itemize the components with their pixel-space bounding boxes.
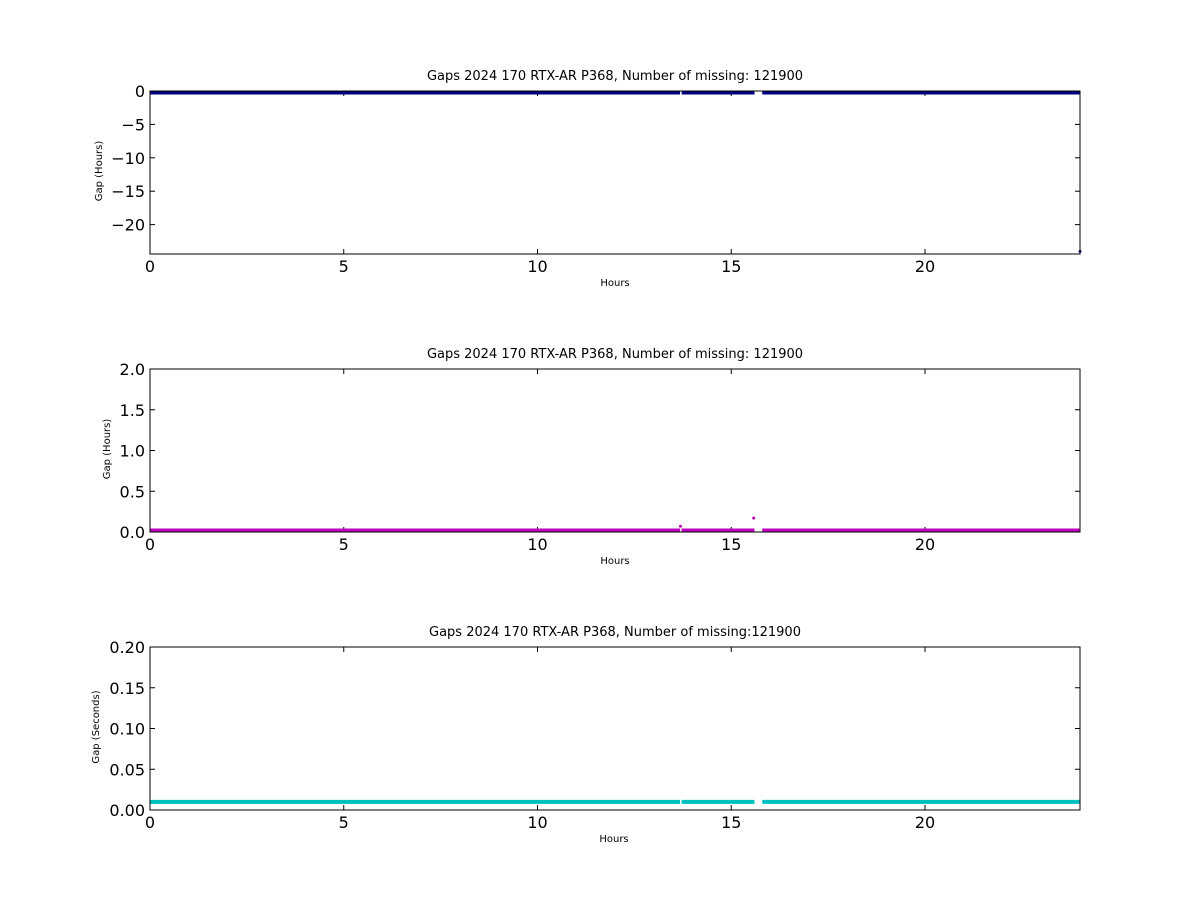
y-axis-label: Gap (Hours) <box>94 141 105 202</box>
x-tick-label: 0 <box>145 535 155 554</box>
y-tick-label: 0.5 <box>120 482 145 501</box>
x-tick-label: 20 <box>915 535 935 554</box>
plot-frame <box>149 646 1081 811</box>
gaps-hours-zoom-panel: Gaps 2024 170 RTX-AR P368, Number of mis… <box>102 347 1081 567</box>
x-tick-label: 15 <box>721 813 741 832</box>
y-tick-label: 0.0 <box>120 523 145 542</box>
chart-title: Gaps 2024 170 RTX-AR P368, Number of mis… <box>427 347 803 362</box>
data-marks <box>150 90 1082 253</box>
chart-title: Gaps 2024 170 RTX-AR P368, Number of mis… <box>427 69 803 84</box>
x-tick-label: 0 <box>145 813 155 832</box>
x-tick-label: 5 <box>339 257 349 276</box>
gaps-seconds-panel: Gaps 2024 170 RTX-AR P368, Number of mis… <box>91 625 1081 845</box>
chart-title: Gaps 2024 170 RTX-AR P368, Number of mis… <box>429 625 801 640</box>
y-tick-label: −5 <box>121 115 145 134</box>
x-tick-label: 15 <box>721 535 741 554</box>
data-marks <box>150 516 1080 533</box>
y-tick-label: −20 <box>111 216 145 235</box>
plot-frame <box>149 90 1081 255</box>
x-tick-label: 10 <box>527 535 547 554</box>
y-tick-label: 1.0 <box>120 442 145 461</box>
y-tick-label: 0.15 <box>109 679 145 698</box>
x-tick-label: 10 <box>527 813 547 832</box>
gap-point <box>752 516 756 520</box>
y-tick-label: 2.0 <box>120 360 145 379</box>
x-tick-label: 10 <box>527 257 547 276</box>
x-tick-label: 5 <box>339 813 349 832</box>
y-tick-label: −15 <box>111 182 145 201</box>
axis-ticks: 0 5 10 15 20 0 −5 −10 −15 −20 <box>111 82 1080 276</box>
axis-ticks: 0 5 10 15 20 0.0 0.5 1.0 1.5 2.0 <box>120 360 1080 554</box>
y-tick-label: 0.10 <box>109 720 145 739</box>
x-axis-label: Hours <box>600 278 629 289</box>
y-tick-label: 0.00 <box>109 801 145 820</box>
y-tick-label: −10 <box>111 149 145 168</box>
x-axis-label: Hours <box>600 556 629 567</box>
x-tick-label: 15 <box>721 257 741 276</box>
x-tick-label: 5 <box>339 535 349 554</box>
gap-point <box>678 524 682 528</box>
y-axis-label: Gap (Hours) <box>102 419 113 480</box>
gaps-hours-panel: Gaps 2024 170 RTX-AR P368, Number of mis… <box>94 69 1082 289</box>
plot-frame <box>149 368 1081 533</box>
x-tick-label: 0 <box>145 257 155 276</box>
y-tick-label: 0 <box>135 82 145 101</box>
y-tick-label: 1.5 <box>120 401 145 420</box>
y-tick-label: 0.05 <box>109 760 145 779</box>
x-axis-label: Hours <box>599 834 628 845</box>
x-tick-label: 20 <box>915 257 935 276</box>
y-axis-label: Gap (Seconds) <box>91 690 102 763</box>
y-tick-label: 0.20 <box>109 638 145 657</box>
x-tick-label: 20 <box>915 813 935 832</box>
